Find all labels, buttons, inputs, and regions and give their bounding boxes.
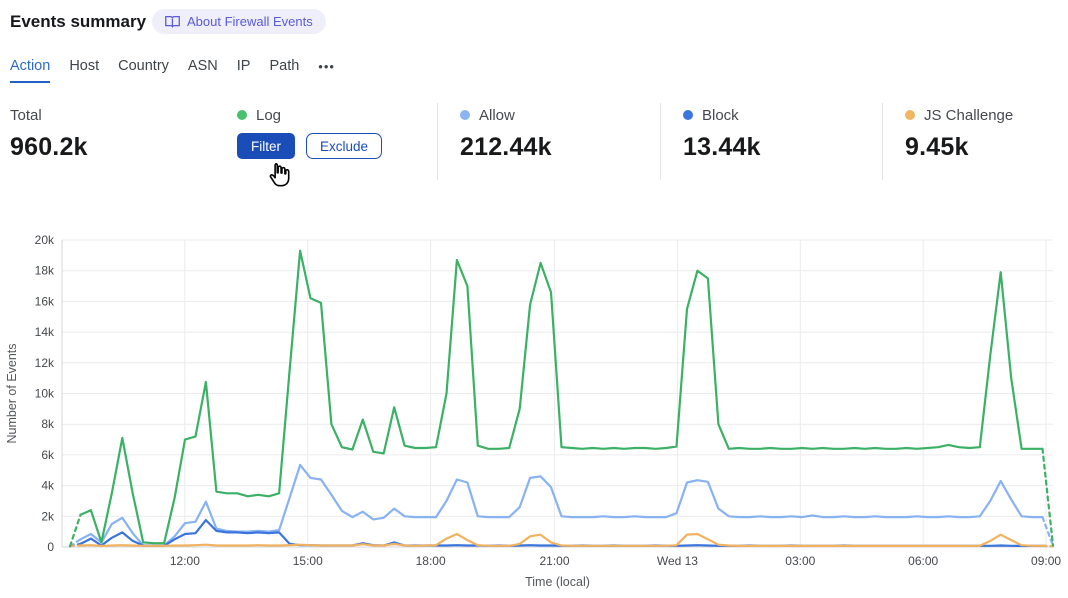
svg-text:06:00: 06:00 — [908, 554, 938, 568]
svg-text:2k: 2k — [41, 509, 55, 523]
svg-text:12:00: 12:00 — [170, 554, 200, 568]
stat-block-label: Block — [702, 106, 739, 124]
stat-log[interactable]: Log Filter Exclude — [237, 106, 383, 159]
stat-log-label: Log — [256, 106, 282, 124]
about-firewall-events-badge[interactable]: About Firewall Events — [152, 9, 326, 34]
page-title: Events summary — [10, 12, 147, 31]
more-tabs-button[interactable]: ••• — [318, 59, 335, 74]
stat-divider — [660, 103, 661, 180]
block-series-dot — [683, 110, 693, 120]
svg-text:16k: 16k — [35, 294, 55, 308]
dimension-tabs: Action Host Country ASN IP Path ••• — [10, 58, 335, 83]
mouse-pointer-cursor — [269, 163, 290, 187]
stat-block-value: 13.44k — [683, 133, 761, 161]
stat-js-challenge-label: JS Challenge — [924, 106, 1014, 124]
stat-total: Total 960.2k — [10, 106, 88, 162]
exclude-button[interactable]: Exclude — [306, 133, 383, 159]
stat-block[interactable]: Block 13.44k — [683, 106, 761, 162]
svg-text:Number of Events: Number of Events — [5, 343, 19, 443]
svg-text:18k: 18k — [35, 264, 55, 278]
tab-country[interactable]: Country — [118, 58, 169, 74]
stat-total-value: 960.2k — [10, 133, 88, 161]
svg-text:12k: 12k — [35, 356, 55, 370]
svg-text:18:00: 18:00 — [416, 554, 446, 568]
svg-text:21:00: 21:00 — [540, 554, 570, 568]
stat-allow-label: Allow — [479, 106, 515, 124]
tab-action[interactable]: Action — [10, 58, 51, 83]
svg-text:20k: 20k — [35, 233, 55, 247]
svg-text:0: 0 — [47, 540, 54, 554]
stat-divider — [437, 103, 438, 180]
js-challenge-series-dot — [905, 110, 915, 120]
stat-js-challenge[interactable]: JS Challenge 9.45k — [905, 106, 1013, 162]
stat-total-label: Total — [10, 106, 42, 124]
svg-text:10k: 10k — [35, 387, 55, 401]
badge-label: About Firewall Events — [187, 14, 313, 29]
svg-text:Time (local): Time (local) — [525, 575, 590, 589]
tab-host[interactable]: Host — [69, 58, 100, 74]
svg-text:15:00: 15:00 — [293, 554, 323, 568]
events-time-series-chart[interactable]: 0 2k 4k 6k 8k 10k 12k 14k 16k 18k 20k 12:00 15:00 18:… — [0, 225, 1068, 598]
stat-js-challenge-value: 9.45k — [905, 133, 969, 161]
svg-text:09:00: 09:00 — [1031, 554, 1061, 568]
svg-text:14k: 14k — [35, 325, 55, 339]
svg-text:Wed 13: Wed 13 — [657, 554, 698, 568]
tab-asn[interactable]: ASN — [187, 58, 218, 74]
svg-text:8k: 8k — [41, 417, 55, 431]
filter-button[interactable]: Filter — [237, 133, 295, 159]
tab-ip[interactable]: IP — [236, 58, 251, 74]
tab-path[interactable]: Path — [269, 58, 300, 74]
stat-divider — [882, 103, 883, 180]
svg-text:4k: 4k — [41, 479, 55, 493]
allow-series-dot — [460, 110, 470, 120]
stat-allow-value: 212.44k — [460, 133, 552, 161]
stat-allow[interactable]: Allow 212.44k — [460, 106, 552, 162]
svg-text:6k: 6k — [41, 448, 55, 462]
book-icon — [165, 15, 180, 28]
svg-text:03:00: 03:00 — [785, 554, 815, 568]
log-series-dot — [237, 110, 247, 120]
